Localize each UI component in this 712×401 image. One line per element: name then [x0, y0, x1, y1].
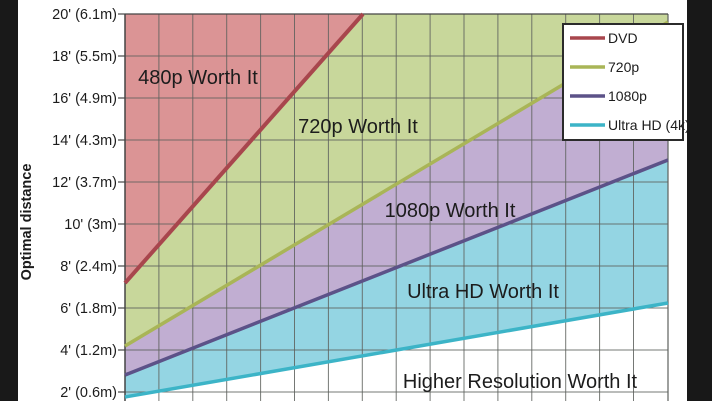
region-label-480p: 480p Worth It: [138, 67, 258, 89]
legend-label: 720p: [608, 59, 639, 75]
y-tick-label: 14' (4.3m): [52, 133, 117, 149]
y-tick-label: 20' (6.1m): [52, 7, 117, 23]
region-label-ultrahd: Ultra HD Worth It: [407, 281, 559, 303]
region-label-higher: Higher Resolution Worth It: [403, 371, 638, 393]
ultrahd-line: [124, 301, 669, 399]
right-letterbox: [687, 0, 712, 401]
y-axis: 20' (6.1m) 18' (5.5m) 16' (4.9m) 14' (4.3m)…: [19, 7, 125, 401]
region-labels: 480p Worth It 720p Worth It 1080p Worth It…: [138, 67, 637, 393]
dvd-line: [123, 12, 365, 285]
y-tick-label: 10' (3m): [64, 217, 117, 233]
legend-label: Ultra HD (4k): [608, 117, 690, 133]
y-tick-label: 4' (1.2m): [60, 343, 117, 359]
y-tick-label: 2' (0.6m): [60, 385, 117, 401]
left-letterbox: [0, 0, 18, 401]
y-tick-label: 8' (2.4m): [60, 259, 117, 275]
y-tick-label: 18' (5.5m): [52, 49, 117, 65]
legend-label: 1080p: [608, 88, 647, 104]
y-tick-label: 6' (1.8m): [60, 301, 117, 317]
1080p-line: [124, 158, 669, 377]
region-label-720p: 720p Worth It: [298, 116, 418, 138]
legend-label: DVD: [608, 30, 638, 46]
legend: DVD 720p 1080p Ultra HD (4k): [562, 23, 690, 141]
legend-box: [562, 23, 684, 141]
y-tick-label: 16' (4.9m): [52, 91, 117, 107]
region-label-1080p: 1080p Worth It: [385, 200, 516, 222]
y-axis-title: Optimal distance: [19, 164, 35, 281]
y-tick-label: 12' (3.7m): [52, 175, 117, 191]
